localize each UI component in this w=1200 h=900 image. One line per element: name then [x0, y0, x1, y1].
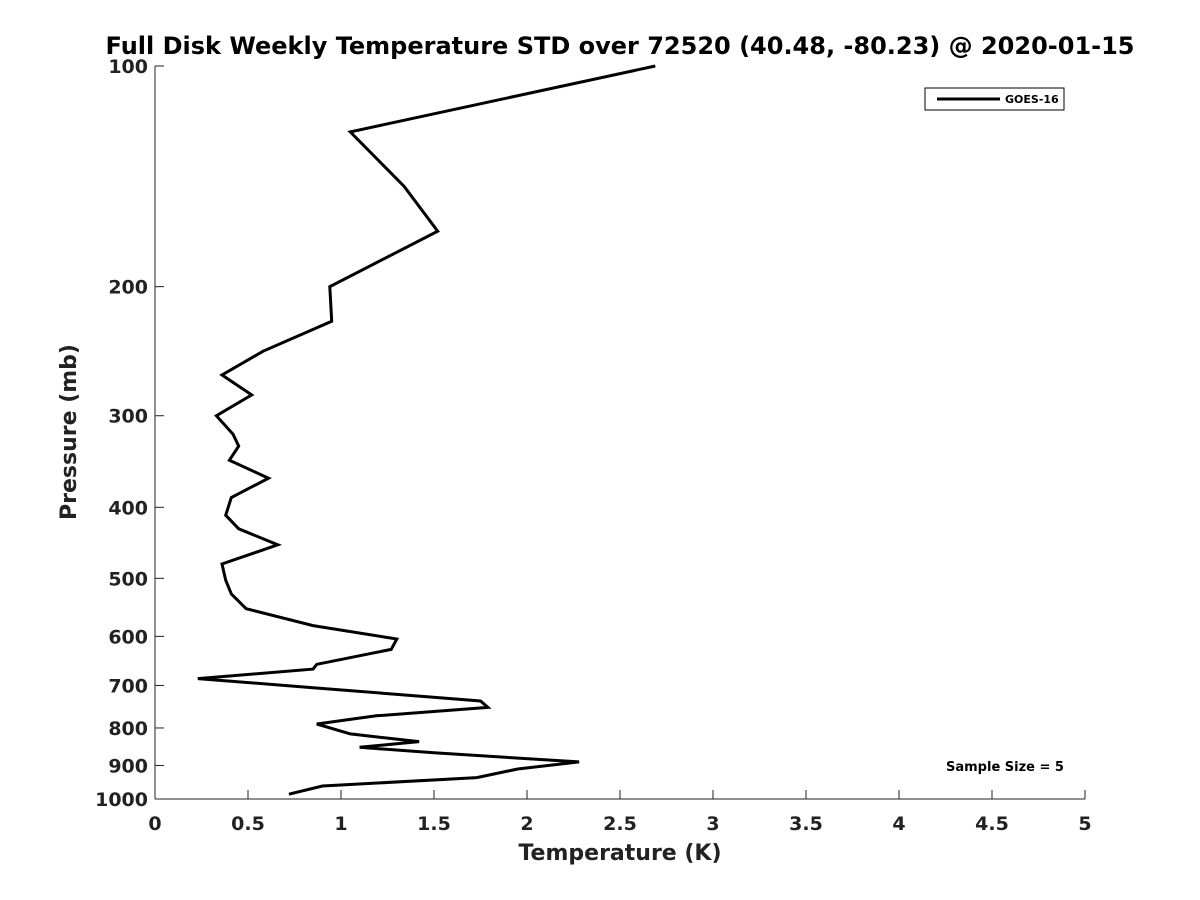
y-tick-label: 200	[108, 277, 148, 299]
x-tick-label: 3.5	[789, 813, 823, 835]
plot-area: 0 0.5 1 1.5 2 2.5 3 3.5 4 4.5 5 100 200 300 400 500 600…	[95, 56, 1092, 835]
legend: GOES-16	[924, 87, 1065, 111]
x-ticks: 0 0.5 1 1.5 2 2.5 3 3.5 4 4.5 5	[148, 790, 1092, 835]
y-tick-label: 900	[108, 755, 148, 777]
x-tick-label: 1.5	[417, 813, 451, 835]
y-tick-label: 400	[108, 497, 148, 519]
x-tick-label: 2.5	[603, 813, 637, 835]
x-axis-label: Temperature (K)	[518, 841, 721, 866]
x-tick-label: 2	[520, 813, 533, 835]
chart-title: Full Disk Weekly Temperature STD over 72…	[106, 32, 1135, 60]
sample-size-annotation: Sample Size = 5	[946, 760, 1064, 775]
x-tick-label: 4.5	[975, 813, 1009, 835]
y-tick-label: 800	[108, 718, 148, 740]
y-tick-label: 600	[108, 626, 148, 648]
x-tick-label: 0.5	[231, 813, 265, 835]
series-line-goes-16	[197, 64, 656, 796]
y-ticks: 100 200 300 400 500 600 700 800 900 1000	[95, 56, 164, 811]
x-tick-label: 5	[1078, 813, 1091, 835]
y-tick-label: 500	[108, 568, 148, 590]
series-group	[197, 64, 656, 796]
y-tick-label: 100	[108, 56, 148, 78]
y-tick-label: 700	[108, 675, 148, 697]
x-tick-label: 0	[148, 813, 161, 835]
y-tick-label: 300	[108, 406, 148, 428]
x-tick-label: 3	[706, 813, 719, 835]
y-tick-label: 1000	[95, 789, 148, 811]
y-axis-label: Pressure (mb)	[57, 344, 82, 520]
legend-label-goes-16: GOES-16	[1005, 93, 1059, 106]
x-tick-label: 4	[892, 813, 905, 835]
x-tick-label: 1	[334, 813, 347, 835]
